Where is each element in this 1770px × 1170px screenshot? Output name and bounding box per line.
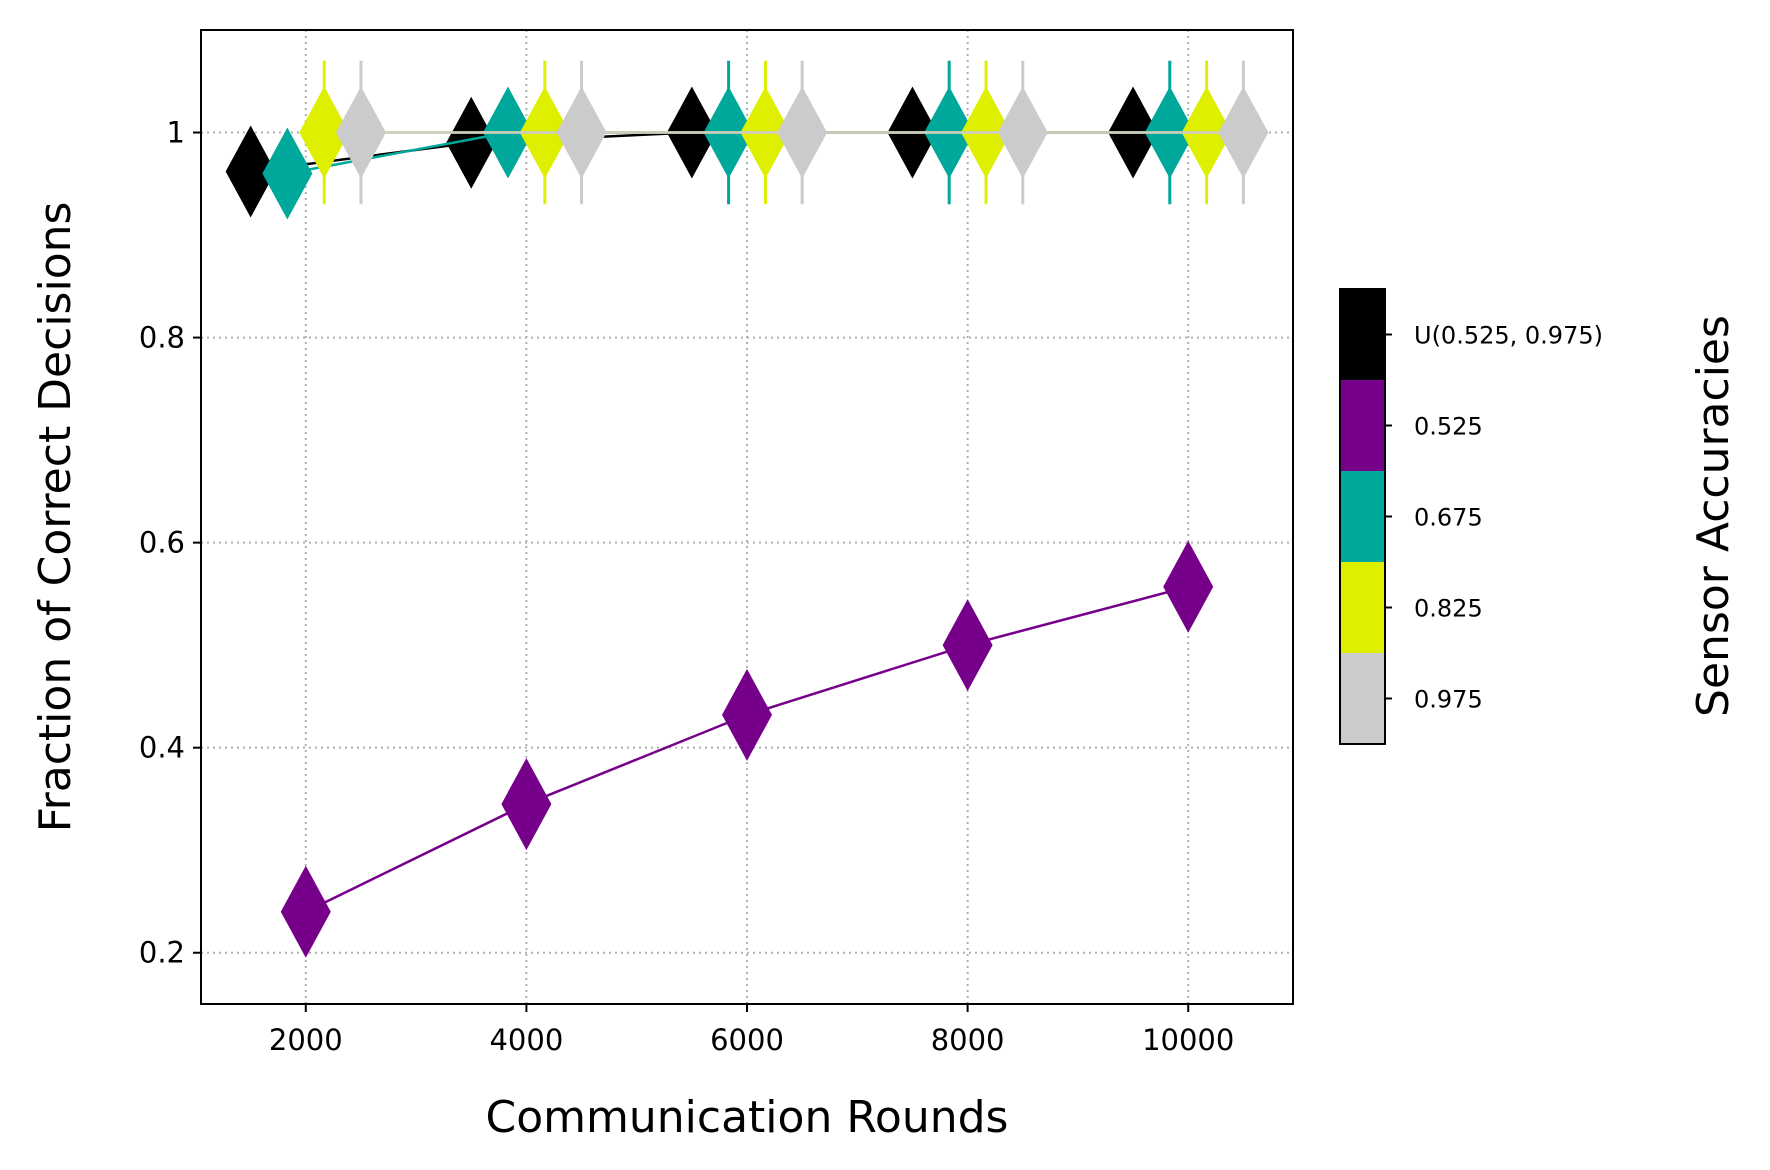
colorbar: U(0.525, 0.975) 0.525 0.675 0.825 0.975 xyxy=(1339,288,1603,745)
y-tick-label: 1 xyxy=(167,116,185,150)
data-point-marker xyxy=(556,86,607,179)
colorbar-segment xyxy=(1340,653,1385,744)
colorbar-segment xyxy=(1340,562,1385,653)
data-point-marker xyxy=(446,96,497,189)
colorbar-tick-label: 0.825 xyxy=(1414,595,1483,623)
data-point-marker xyxy=(335,86,386,179)
colorbar-tick-label: 0.525 xyxy=(1414,413,1483,441)
data-point-marker xyxy=(299,86,350,179)
colorbar-tick-label: 0.975 xyxy=(1414,686,1483,714)
tick-layer: 2000 4000 6000 8000 10000 0.2 0.4 0.6 0.8 1 xyxy=(139,116,1234,1057)
data-point-marker xyxy=(262,127,313,220)
data-point-marker xyxy=(225,125,276,218)
data-point-marker xyxy=(280,865,331,958)
colorbar-label: Sensor Accuracies xyxy=(1688,315,1739,717)
x-axis-label: Communication Rounds xyxy=(486,1092,1009,1143)
colorbar-segment xyxy=(1340,380,1385,471)
x-tick-label: 8000 xyxy=(931,1023,1005,1057)
x-tick-label: 6000 xyxy=(710,1023,784,1057)
series-0-525 xyxy=(280,540,1214,958)
y-tick-label: 0.4 xyxy=(139,731,185,765)
y-axis-label: Fraction of Correct Decisions xyxy=(30,202,81,833)
grid xyxy=(201,30,1293,1004)
data-point-marker xyxy=(942,599,993,692)
series-0-675 xyxy=(262,60,1195,220)
y-tick-label: 0.6 xyxy=(139,526,185,560)
y-tick-label: 0.8 xyxy=(139,321,185,355)
colorbar-segment xyxy=(1340,471,1385,562)
series-0-975 xyxy=(335,60,1269,205)
data-point-marker xyxy=(1218,86,1269,179)
data-point-marker xyxy=(777,86,828,179)
colorbar-segment xyxy=(1340,289,1385,380)
data-point-marker xyxy=(1163,540,1214,633)
data-point-marker xyxy=(997,86,1048,179)
y-tick-label: 0.2 xyxy=(139,936,185,970)
x-tick-label: 10000 xyxy=(1142,1023,1234,1057)
colorbar-frame xyxy=(1339,288,1386,745)
x-tick-label: 2000 xyxy=(269,1023,343,1057)
colorbar-tick-label: 0.675 xyxy=(1414,504,1483,532)
data-point-marker xyxy=(722,668,772,761)
data-point-marker xyxy=(501,758,552,851)
series-layer xyxy=(225,60,1269,958)
x-tick-label: 4000 xyxy=(489,1023,563,1057)
colorbar-tick-label: U(0.525, 0.975) xyxy=(1414,322,1603,350)
